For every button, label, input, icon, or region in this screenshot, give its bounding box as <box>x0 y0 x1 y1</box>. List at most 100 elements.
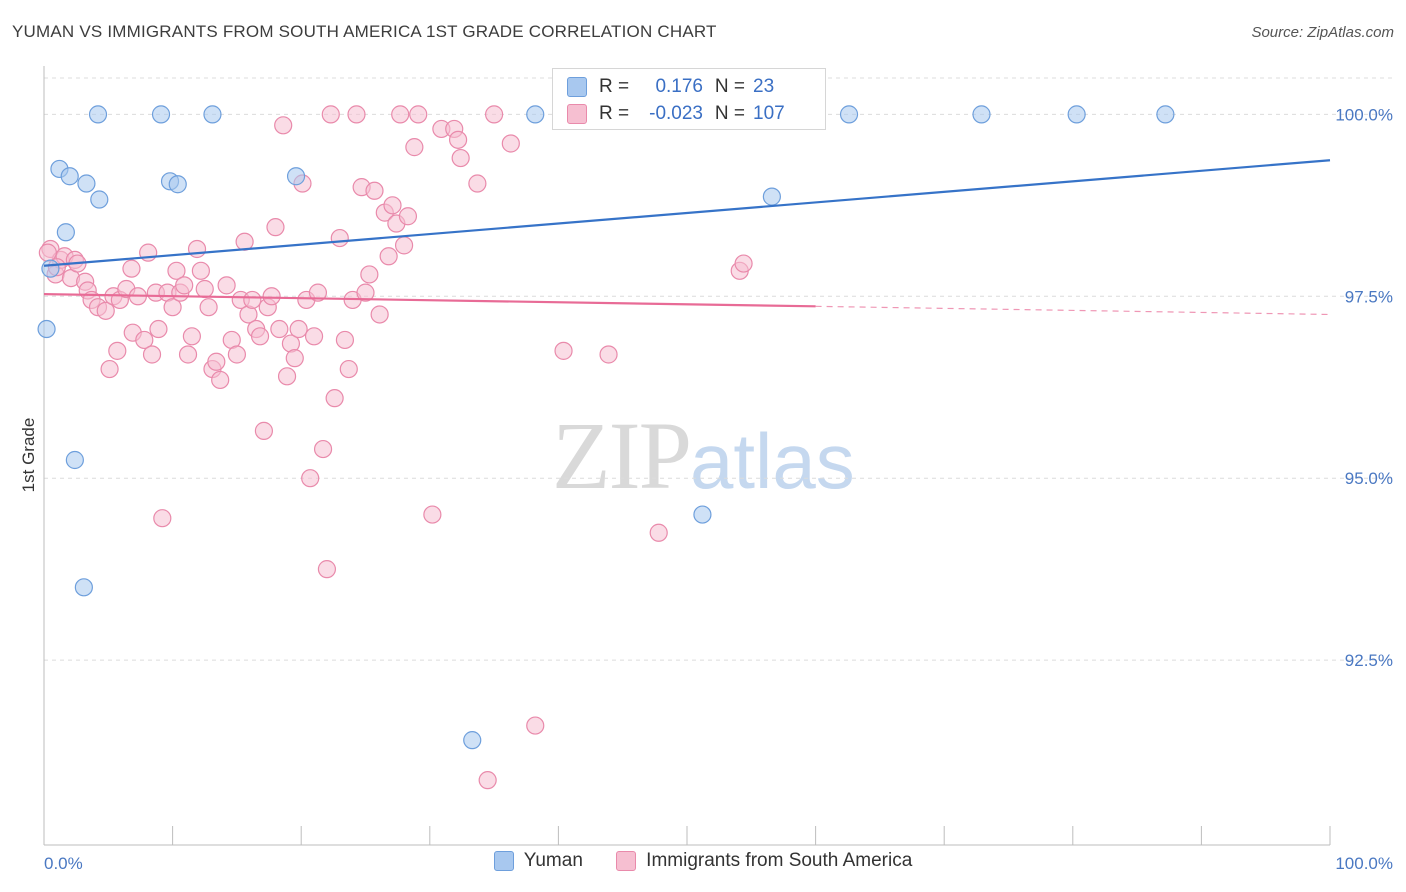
x-tick-label-max: 100.0% <box>1335 854 1393 873</box>
stats-swatch-yuman <box>567 77 587 97</box>
data-point <box>37 319 56 339</box>
data-point <box>90 190 109 209</box>
data-point <box>250 327 270 346</box>
data-point <box>211 370 230 390</box>
data-point <box>217 276 236 295</box>
data-point <box>88 105 108 124</box>
data-point <box>175 276 194 295</box>
data-point <box>254 421 274 440</box>
r-label: R = <box>599 103 630 124</box>
watermark-atlas: atlas <box>690 417 855 505</box>
data-point <box>227 345 246 364</box>
legend-item-immigrants[interactable]: Immigrants from South America <box>616 850 912 872</box>
data-point <box>135 330 154 350</box>
stats-swatch-immigrants <box>567 104 587 124</box>
data-point <box>972 105 991 124</box>
data-point <box>485 105 504 124</box>
data-point <box>96 301 115 320</box>
axes <box>43 66 1331 846</box>
legend: Yuman Immigrants from South America <box>0 850 1406 877</box>
data-point <box>286 167 306 186</box>
stats-row-yuman: R = 0.176 N = 23 <box>567 74 774 100</box>
data-point <box>599 345 618 364</box>
legend-item-yuman[interactable]: Yuman <box>493 850 583 872</box>
data-point <box>195 279 214 299</box>
data-point <box>289 319 308 339</box>
data-point <box>203 105 222 124</box>
data-point <box>762 187 781 206</box>
stats-box: R = 0.176 N = 23 R = -0.023 N = 107 <box>552 68 826 130</box>
data-point <box>182 327 201 346</box>
data-point <box>317 560 337 579</box>
legend-label-immigrants: Immigrants from South America <box>646 850 913 871</box>
data-point <box>394 236 414 255</box>
data-point <box>734 254 753 273</box>
legend-swatch-yuman <box>493 851 514 871</box>
data-point <box>199 298 218 317</box>
data-point <box>163 298 182 317</box>
data-point <box>65 450 84 470</box>
r-label: R = <box>599 76 630 97</box>
data-point <box>339 359 358 379</box>
chart-title: YUMAN VS IMMIGRANTS FROM SOUTH AMERICA 1… <box>12 22 717 41</box>
data-point <box>60 167 79 186</box>
n-label: N = <box>714 103 745 124</box>
data-point <box>383 196 402 215</box>
grid-lines <box>44 77 1392 661</box>
data-point <box>313 439 333 459</box>
y-tick-labels: 92.5% 95.0% 97.5% 100.0% <box>1335 105 1393 670</box>
data-point <box>108 341 127 360</box>
data-point <box>839 105 859 124</box>
data-point <box>178 345 198 364</box>
source-label: Source: ZipAtlas.com <box>1251 24 1394 41</box>
data-point <box>285 349 304 368</box>
x-tick-labels: 0.0% 100.0% <box>44 854 1393 873</box>
data-point <box>151 105 171 124</box>
data-point <box>191 261 210 280</box>
data-point <box>360 265 379 284</box>
y-tick-label: 100.0% <box>1335 105 1393 124</box>
r-value: 0.176 <box>655 76 703 97</box>
data-point <box>1156 105 1175 124</box>
series-immigrants-points <box>38 105 753 790</box>
data-point <box>74 578 93 597</box>
data-point <box>356 283 375 302</box>
data-point <box>463 731 482 750</box>
trend-line-solid <box>43 159 1331 267</box>
data-point <box>167 261 186 280</box>
data-point <box>100 359 119 379</box>
data-point <box>56 223 75 242</box>
data-point <box>1067 105 1086 124</box>
y-tick-label: 92.5% <box>1345 651 1393 670</box>
data-point <box>693 505 712 524</box>
watermark: ZIPatlas <box>552 400 855 511</box>
y-tick-label: 97.5% <box>1345 287 1393 306</box>
data-point <box>274 116 293 135</box>
r-value: -0.023 <box>649 103 703 124</box>
data-point <box>398 207 418 226</box>
data-point <box>501 134 520 153</box>
trend-lines <box>43 159 1331 316</box>
y-axis-title: 1st Grade <box>19 418 38 493</box>
n-label: N = <box>714 76 745 97</box>
data-point <box>270 319 289 339</box>
data-point <box>649 523 668 542</box>
data-point <box>451 148 470 168</box>
data-point <box>335 330 355 350</box>
watermark-zip: ZIP <box>552 402 692 509</box>
data-point <box>41 259 60 278</box>
legend-swatch-immigrants <box>616 851 637 871</box>
data-point <box>409 105 428 124</box>
data-point <box>365 181 384 200</box>
legend-label-yuman: Yuman <box>523 850 583 871</box>
y-tick-label: 95.0% <box>1345 469 1393 488</box>
x-tick-label-min: 0.0% <box>44 854 83 873</box>
data-point <box>243 290 262 310</box>
data-point <box>142 345 162 364</box>
trend-line-solid <box>43 293 816 308</box>
stats-row-immigrants: R = -0.023 N = 107 <box>567 101 785 127</box>
n-value: 23 <box>753 76 775 97</box>
data-point <box>391 105 410 124</box>
data-point <box>347 105 366 124</box>
